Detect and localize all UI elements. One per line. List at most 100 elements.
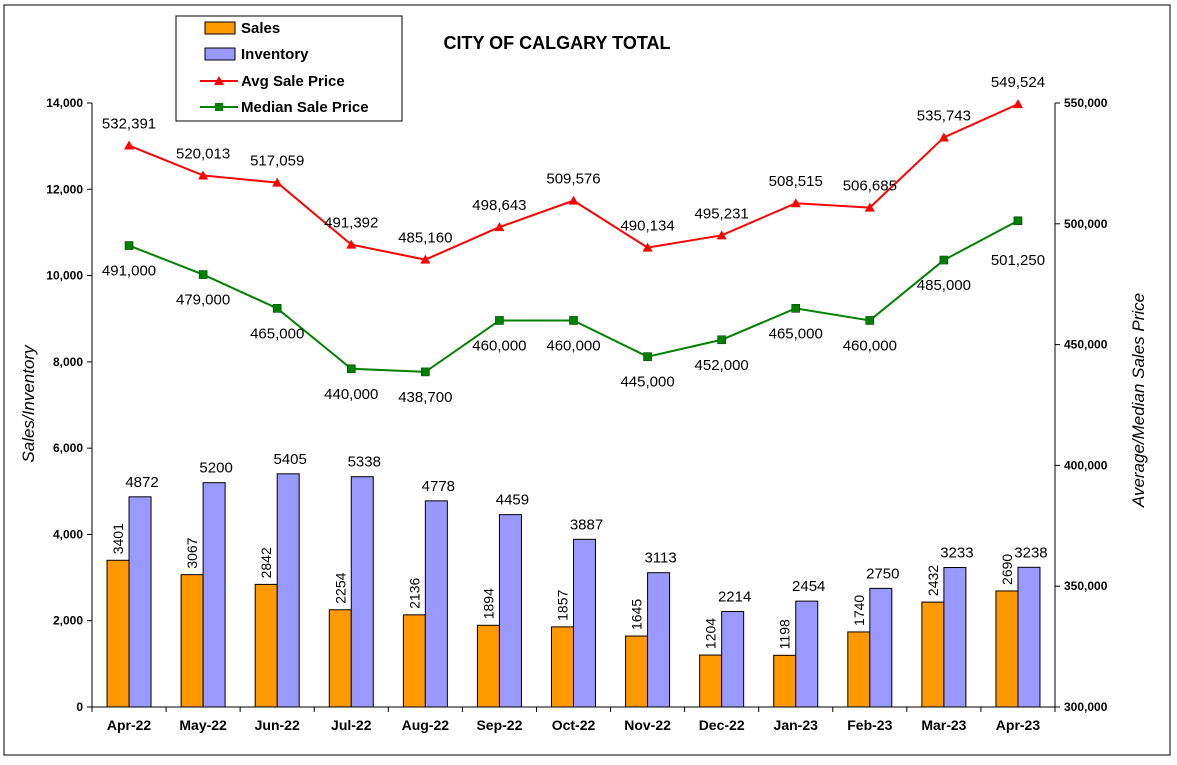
marker-median	[421, 367, 430, 377]
x-tick-label: Jun-22	[255, 717, 300, 733]
data-label-sales: 2690	[999, 554, 1015, 585]
data-label-sales: 1857	[555, 590, 571, 621]
y2-tick-label: 400,000	[1064, 458, 1108, 472]
data-label-inventory: 2454	[792, 578, 825, 595]
x-tick-label: Nov-22	[624, 717, 671, 733]
bar-inventory	[424, 500, 448, 708]
legend-swatch-sales	[204, 21, 236, 35]
marker-avg	[198, 170, 209, 180]
x-tick-label: Apr-22	[107, 717, 152, 733]
bar-sales	[847, 631, 871, 708]
bar-sales	[699, 654, 723, 708]
data-label-median: 452,000	[695, 357, 749, 374]
bar-inventory	[276, 473, 300, 708]
y2-tick-label: 300,000	[1064, 700, 1108, 714]
marker-median	[569, 316, 578, 325]
legend: Sales Inventory Avg Sale Price Median Sa…	[175, 15, 403, 122]
y-tick-label: 8,000	[53, 355, 83, 369]
data-label-median: 460,000	[472, 337, 526, 354]
marker-median	[791, 304, 801, 313]
data-label-median: 491,000	[102, 263, 156, 280]
data-label-avg: 532,391	[102, 116, 156, 133]
data-label-sales: 2432	[925, 565, 941, 596]
data-label-sales: 2842	[258, 547, 274, 578]
x-tick-label: Dec-22	[699, 717, 745, 733]
y-tick-label: 0	[76, 700, 83, 714]
marker-avg	[568, 195, 579, 205]
bar-sales	[180, 574, 204, 708]
marker-median	[346, 364, 356, 374]
bar-sales	[551, 626, 574, 708]
y-tick-label: 6,000	[53, 441, 83, 455]
bar-inventory	[202, 482, 226, 708]
x-tick-label: Feb-23	[847, 717, 892, 733]
data-label-inventory: 5200	[199, 460, 232, 477]
data-label-inventory: 3233	[940, 545, 973, 562]
legend-label-inventory: Inventory	[241, 46, 309, 63]
data-label-avg: 485,160	[398, 230, 452, 247]
axes-group: 0 2,000 4,000 6,000 8,000 10,000 12,000 14,000 3…	[46, 96, 1107, 733]
data-label-sales: 1198	[777, 619, 793, 649]
x-tick-label: Apr-23	[996, 717, 1041, 733]
data-label-median: 465,000	[769, 325, 823, 342]
data-label-avg: 491,392	[324, 215, 378, 232]
bar-inventory	[795, 600, 819, 708]
bar-sales	[402, 614, 426, 708]
marker-median	[272, 304, 282, 313]
marker-avg	[642, 242, 653, 252]
data-label-avg: 495,231	[695, 205, 749, 222]
bar-sales	[625, 635, 649, 708]
data-label-sales: 2254	[332, 572, 348, 603]
marker-median	[717, 335, 726, 345]
data-label-avg: 549,524	[991, 74, 1045, 91]
y-tick-label: 4,000	[53, 527, 83, 541]
data-label-inventory: 5405	[274, 451, 307, 468]
marker-median	[643, 352, 652, 361]
y2-tick-label: 450,000	[1064, 338, 1108, 352]
bar-inventory	[573, 538, 596, 708]
data-label-inventory: 5338	[348, 454, 381, 471]
data-label-inventory: 2214	[718, 588, 751, 605]
data-label-median: 460,000	[546, 337, 600, 354]
legend-swatch-inventory	[204, 47, 236, 61]
data-label-inventory: 3238	[1014, 544, 1047, 561]
bar-sales	[254, 583, 278, 708]
bar-inventory	[498, 514, 522, 708]
lines-group	[124, 99, 1023, 377]
data-label-inventory: 4459	[496, 492, 529, 509]
x-tick-label: May-22	[179, 717, 227, 733]
marker-avg	[790, 198, 801, 208]
bar-inventory	[721, 610, 745, 708]
marker-avg	[864, 202, 875, 212]
marker-avg	[346, 239, 357, 249]
x-tick-label: Jan-23	[774, 717, 819, 733]
legend-label-sales: Sales	[241, 20, 280, 37]
x-tick-label: Mar-23	[921, 717, 966, 733]
bar-inventory	[1017, 566, 1041, 708]
bar-sales	[328, 609, 352, 708]
bar-inventory	[647, 572, 671, 708]
data-label-sales: 1894	[480, 588, 496, 619]
legend-marker-avg	[214, 76, 224, 85]
bar-inventory	[350, 476, 374, 708]
y-tick-label: 10,000	[46, 269, 83, 283]
data-label-sales: 1740	[851, 595, 867, 626]
data-label-sales: 1204	[703, 618, 719, 649]
data-label-avg: 498,643	[472, 197, 526, 214]
bar-inventory	[943, 567, 967, 708]
bar-sales	[773, 654, 797, 708]
data-label-avg: 506,685	[843, 178, 897, 195]
y-tick-label: 12,000	[46, 182, 83, 196]
legend-label-median: Median Sale Price	[241, 99, 369, 116]
bar-sales	[921, 601, 945, 708]
data-label-avg: 490,134	[620, 218, 674, 235]
y2-tick-label: 500,000	[1064, 217, 1108, 231]
data-label-median: 479,000	[176, 292, 230, 309]
data-label-inventory: 4872	[125, 474, 158, 491]
marker-median	[495, 316, 504, 325]
legend-marker-median	[215, 103, 223, 111]
data-label-avg: 535,743	[917, 107, 971, 124]
bars-group	[106, 473, 1041, 708]
